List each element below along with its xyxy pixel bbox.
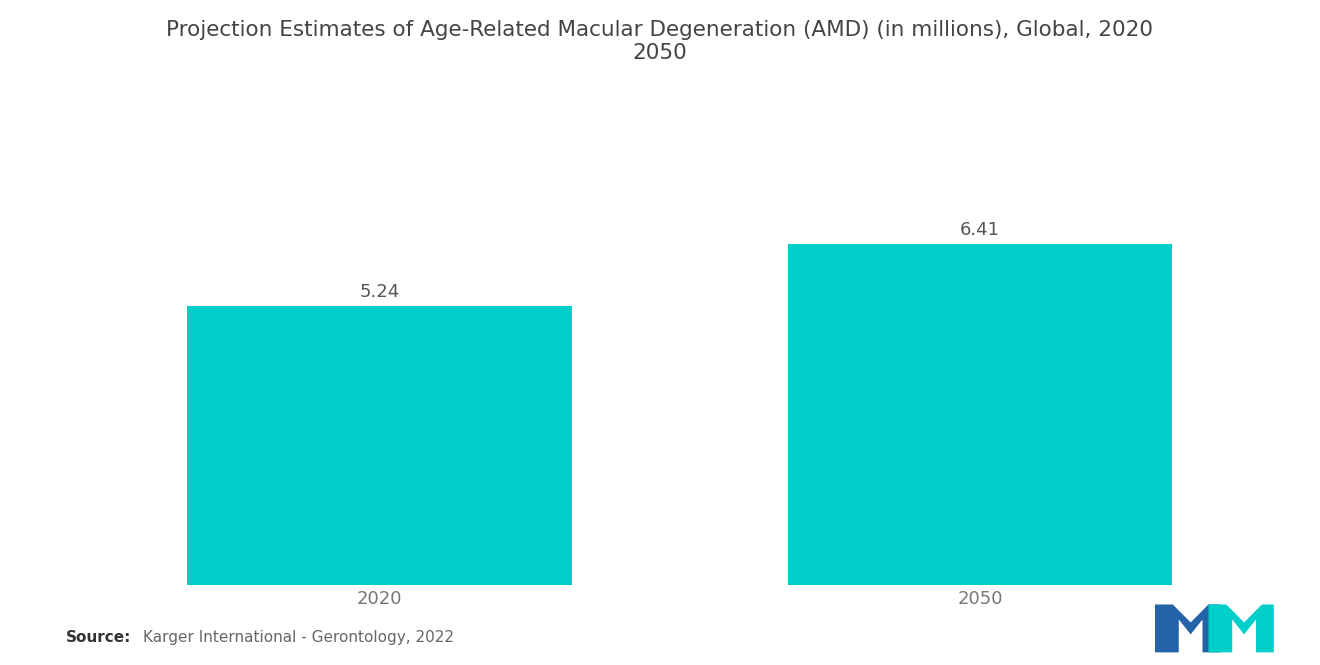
- Bar: [187, 307, 572, 585]
- Polygon shape: [1209, 604, 1274, 652]
- Text: 5.24: 5.24: [359, 283, 400, 301]
- Bar: [788, 244, 1172, 585]
- Text: 6.41: 6.41: [960, 221, 1001, 239]
- Text: Projection Estimates of Age-Related Macular Degeneration (AMD) (in millions), Gl: Projection Estimates of Age-Related Macu…: [166, 20, 1154, 63]
- Text: Karger International - Gerontology, 2022: Karger International - Gerontology, 2022: [143, 630, 454, 645]
- Polygon shape: [1155, 604, 1220, 652]
- Text: Source:: Source:: [66, 630, 132, 645]
